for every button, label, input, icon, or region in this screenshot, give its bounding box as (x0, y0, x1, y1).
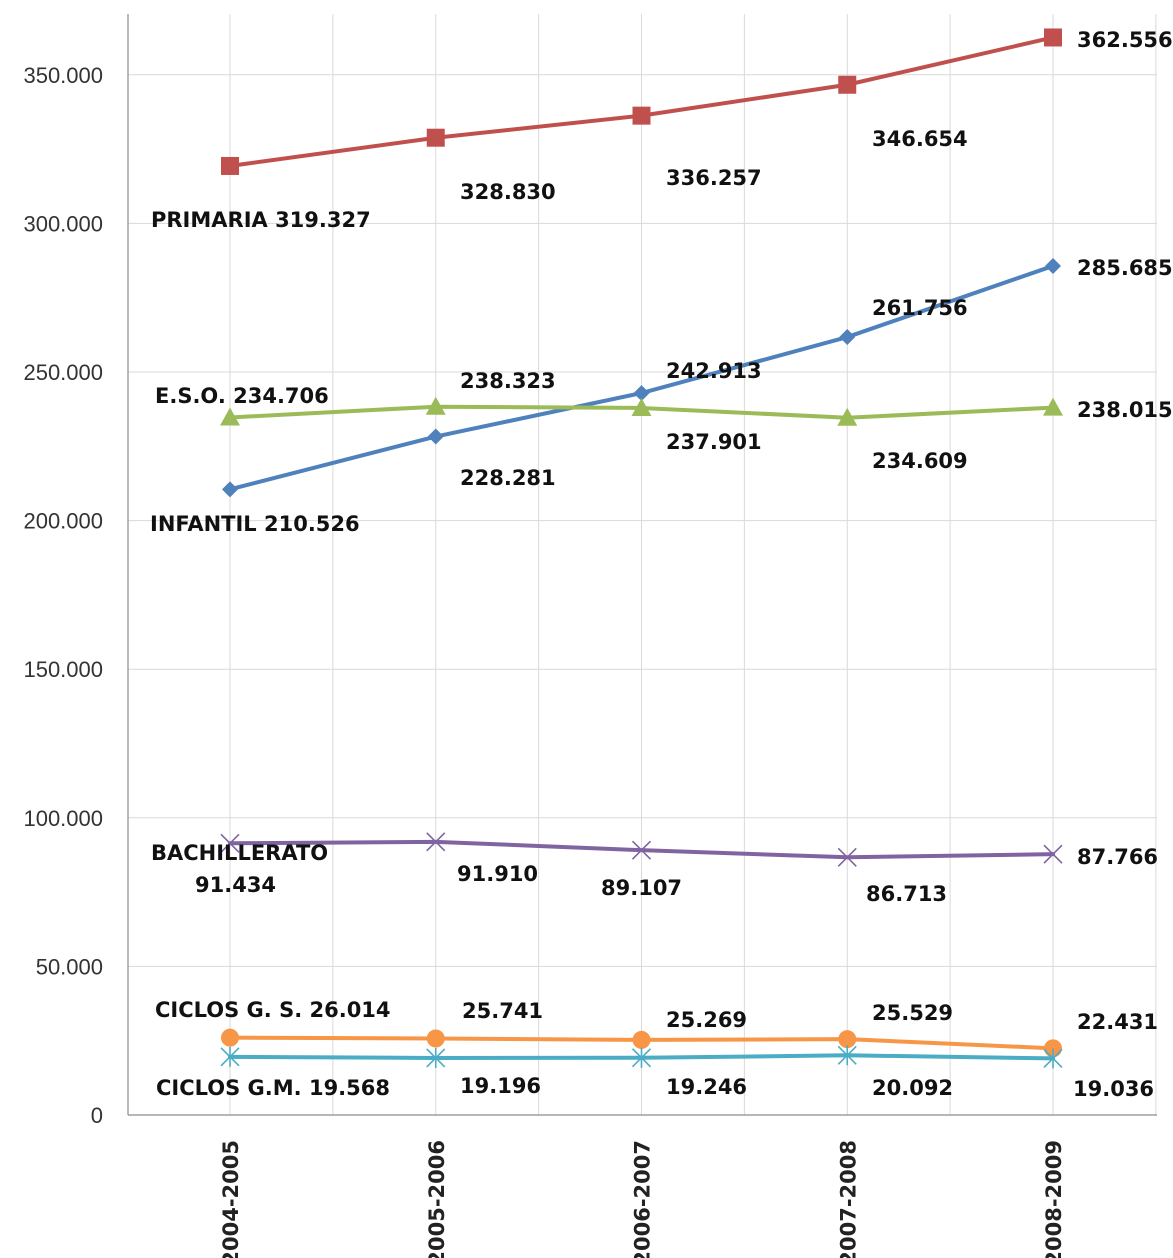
x-tick-label: 2006-2007 (631, 1140, 655, 1258)
x-tick-label: 2007-2008 (836, 1140, 860, 1258)
marker-x (837, 847, 857, 867)
x-tick-label: 2004-2005 (219, 1140, 243, 1258)
data-label: INFANTIL 210.526 (150, 512, 360, 536)
y-tick-label: 200.000 (23, 509, 103, 534)
marker-square (221, 156, 239, 175)
y-tick-label: 250.000 (23, 360, 103, 385)
y-tick-label: 100.000 (23, 806, 103, 831)
data-label: 19.196 (460, 1074, 541, 1098)
marker-circle (426, 1029, 445, 1048)
data-label: 242.913 (666, 359, 762, 383)
x-tick-label: 2008-2009 (1042, 1140, 1066, 1258)
data-label: 238.015 (1077, 398, 1173, 422)
marker-triangle (425, 396, 446, 415)
data-label: 228.281 (460, 466, 556, 490)
data-label: 238.323 (460, 369, 556, 393)
data-label: 25.529 (872, 1001, 953, 1025)
marker-circle (838, 1030, 857, 1049)
data-label: 261.756 (872, 296, 968, 320)
gridlines (128, 14, 1157, 1115)
marker-x (220, 833, 240, 853)
marker-diamond (839, 329, 856, 346)
data-label: BACHILLERATO (151, 841, 328, 865)
marker-diamond (427, 428, 444, 445)
data-label: 19.246 (666, 1075, 747, 1099)
data-label: CICLOS G. S. 26.014 (155, 998, 391, 1022)
data-label: 328.830 (460, 180, 556, 204)
marker-star (631, 1047, 652, 1068)
marker-x-stroke (220, 833, 240, 853)
data-label: 19.036 (1073, 1077, 1154, 1101)
y-tick-label: 300.000 (23, 211, 103, 236)
data-label: 336.257 (666, 166, 762, 190)
axes (127, 14, 1157, 1116)
marker-diamond (1045, 257, 1061, 274)
marker-circle (632, 1030, 651, 1049)
data-label: E.S.O. 234.706 (155, 384, 329, 408)
y-axis-ticks: 0 50.000 100.000 150.000 200.000 250.000 300.0… (23, 63, 103, 1128)
data-label: 22.431 (1077, 1010, 1158, 1034)
data-labels: PRIMARIA 319.327 328.830 336.257 346.654 362… (150, 28, 1173, 1101)
data-label: 89.107 (601, 876, 682, 900)
data-label: CICLOS G.M. 19.568 (156, 1076, 390, 1100)
marker-triangle (837, 407, 858, 426)
marker-star (426, 1047, 446, 1068)
marker-x (631, 840, 652, 860)
marker-diamond (633, 385, 650, 402)
marker-square (632, 106, 651, 125)
marker-triangle (631, 397, 652, 416)
y-tick-label: 350.000 (23, 63, 103, 88)
marker-star (837, 1045, 857, 1066)
marker-square (1044, 28, 1062, 47)
data-label: 234.609 (872, 449, 968, 473)
marker-star (220, 1046, 240, 1067)
marker-circle (221, 1028, 239, 1047)
data-label: 87.766 (1077, 845, 1158, 869)
marker-x-stroke (631, 840, 652, 860)
series-lines (220, 28, 1063, 1069)
marker-triangle (1043, 397, 1063, 416)
marker-x-stroke (837, 847, 857, 867)
x-axis-ticks: 2004-2005 2005-2006 2006-2007 2007-2008 2008… (219, 1140, 1066, 1258)
data-label: 285.685 (1077, 256, 1173, 280)
y-tick-label: 50.000 (36, 954, 103, 979)
x-tick-label: 2005-2006 (425, 1140, 449, 1258)
marker-x-stroke (1043, 844, 1063, 864)
data-label: PRIMARIA 319.327 (151, 208, 371, 232)
marker-x (426, 832, 446, 852)
marker-square (838, 75, 857, 94)
data-label: 91.434 (195, 873, 276, 897)
data-label: 20.092 (872, 1076, 953, 1100)
data-label: 346.654 (872, 127, 968, 151)
marker-x (1043, 844, 1063, 864)
y-tick-label: 150.000 (23, 657, 103, 682)
marker-square (426, 128, 445, 147)
data-label: 91.910 (457, 862, 538, 886)
marker-diamond (222, 481, 238, 498)
data-label: 237.901 (666, 430, 762, 454)
marker-x-stroke (426, 832, 446, 852)
data-label: 362.556 (1077, 28, 1173, 52)
data-label: 25.741 (462, 999, 543, 1023)
marker-star (1043, 1048, 1063, 1069)
data-label: 25.269 (666, 1008, 747, 1032)
data-label: 86.713 (866, 882, 947, 906)
marker-triangle (220, 407, 240, 426)
y-tick-label: 0 (91, 1103, 103, 1128)
